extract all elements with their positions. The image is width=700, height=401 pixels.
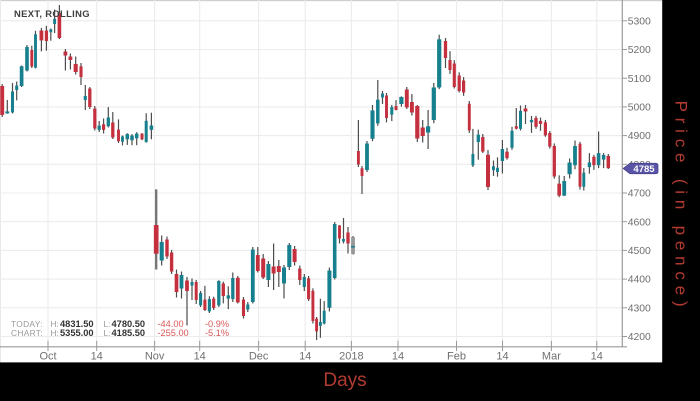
- svg-text:14: 14: [392, 351, 404, 363]
- svg-text:Feb: Feb: [447, 351, 466, 363]
- svg-text:L:: L:: [104, 328, 111, 338]
- svg-text:4900: 4900: [628, 131, 651, 142]
- svg-text:L:: L:: [104, 319, 111, 329]
- svg-text:4400: 4400: [628, 275, 651, 286]
- svg-text:14: 14: [194, 351, 206, 363]
- svg-text:5200: 5200: [628, 45, 651, 56]
- svg-text:Days: Days: [323, 370, 366, 391]
- svg-text:4600: 4600: [628, 217, 651, 228]
- svg-text:5100: 5100: [628, 74, 651, 85]
- svg-text:5000: 5000: [628, 103, 651, 114]
- svg-text:5300: 5300: [628, 16, 651, 27]
- svg-text:H:: H:: [51, 328, 59, 338]
- svg-text:Price (in pence): Price (in pence): [672, 101, 691, 313]
- svg-text:H:: H:: [51, 319, 59, 329]
- svg-text:TODAY:: TODAY:: [11, 319, 43, 329]
- svg-text:14: 14: [299, 351, 311, 363]
- svg-text:-5.1%: -5.1%: [205, 328, 229, 338]
- svg-text:14: 14: [591, 351, 603, 363]
- svg-text:14: 14: [91, 351, 103, 363]
- svg-text:-255.00: -255.00: [158, 328, 189, 338]
- svg-text:4185.50: 4185.50: [112, 328, 146, 338]
- svg-text:2018: 2018: [339, 351, 363, 363]
- svg-text:CHART:: CHART:: [11, 328, 43, 338]
- svg-text:Nov: Nov: [145, 351, 165, 363]
- svg-text:Mar: Mar: [542, 351, 561, 363]
- svg-text:Oct: Oct: [39, 351, 56, 363]
- svg-text:4785: 4785: [633, 164, 655, 175]
- svg-text:-0.9%: -0.9%: [205, 319, 229, 329]
- svg-text:4200: 4200: [628, 332, 651, 343]
- svg-text:NEXT, ROLLING: NEXT, ROLLING: [14, 8, 90, 19]
- svg-text:14: 14: [496, 351, 508, 363]
- svg-text:4700: 4700: [628, 189, 651, 200]
- svg-text:4831.50: 4831.50: [60, 319, 94, 329]
- svg-text:4780.50: 4780.50: [112, 319, 146, 329]
- svg-text:-44.00: -44.00: [158, 319, 184, 329]
- svg-text:Dec: Dec: [249, 351, 269, 363]
- svg-text:4500: 4500: [628, 246, 651, 257]
- svg-text:5355.00: 5355.00: [60, 328, 94, 338]
- svg-text:4300: 4300: [628, 303, 651, 314]
